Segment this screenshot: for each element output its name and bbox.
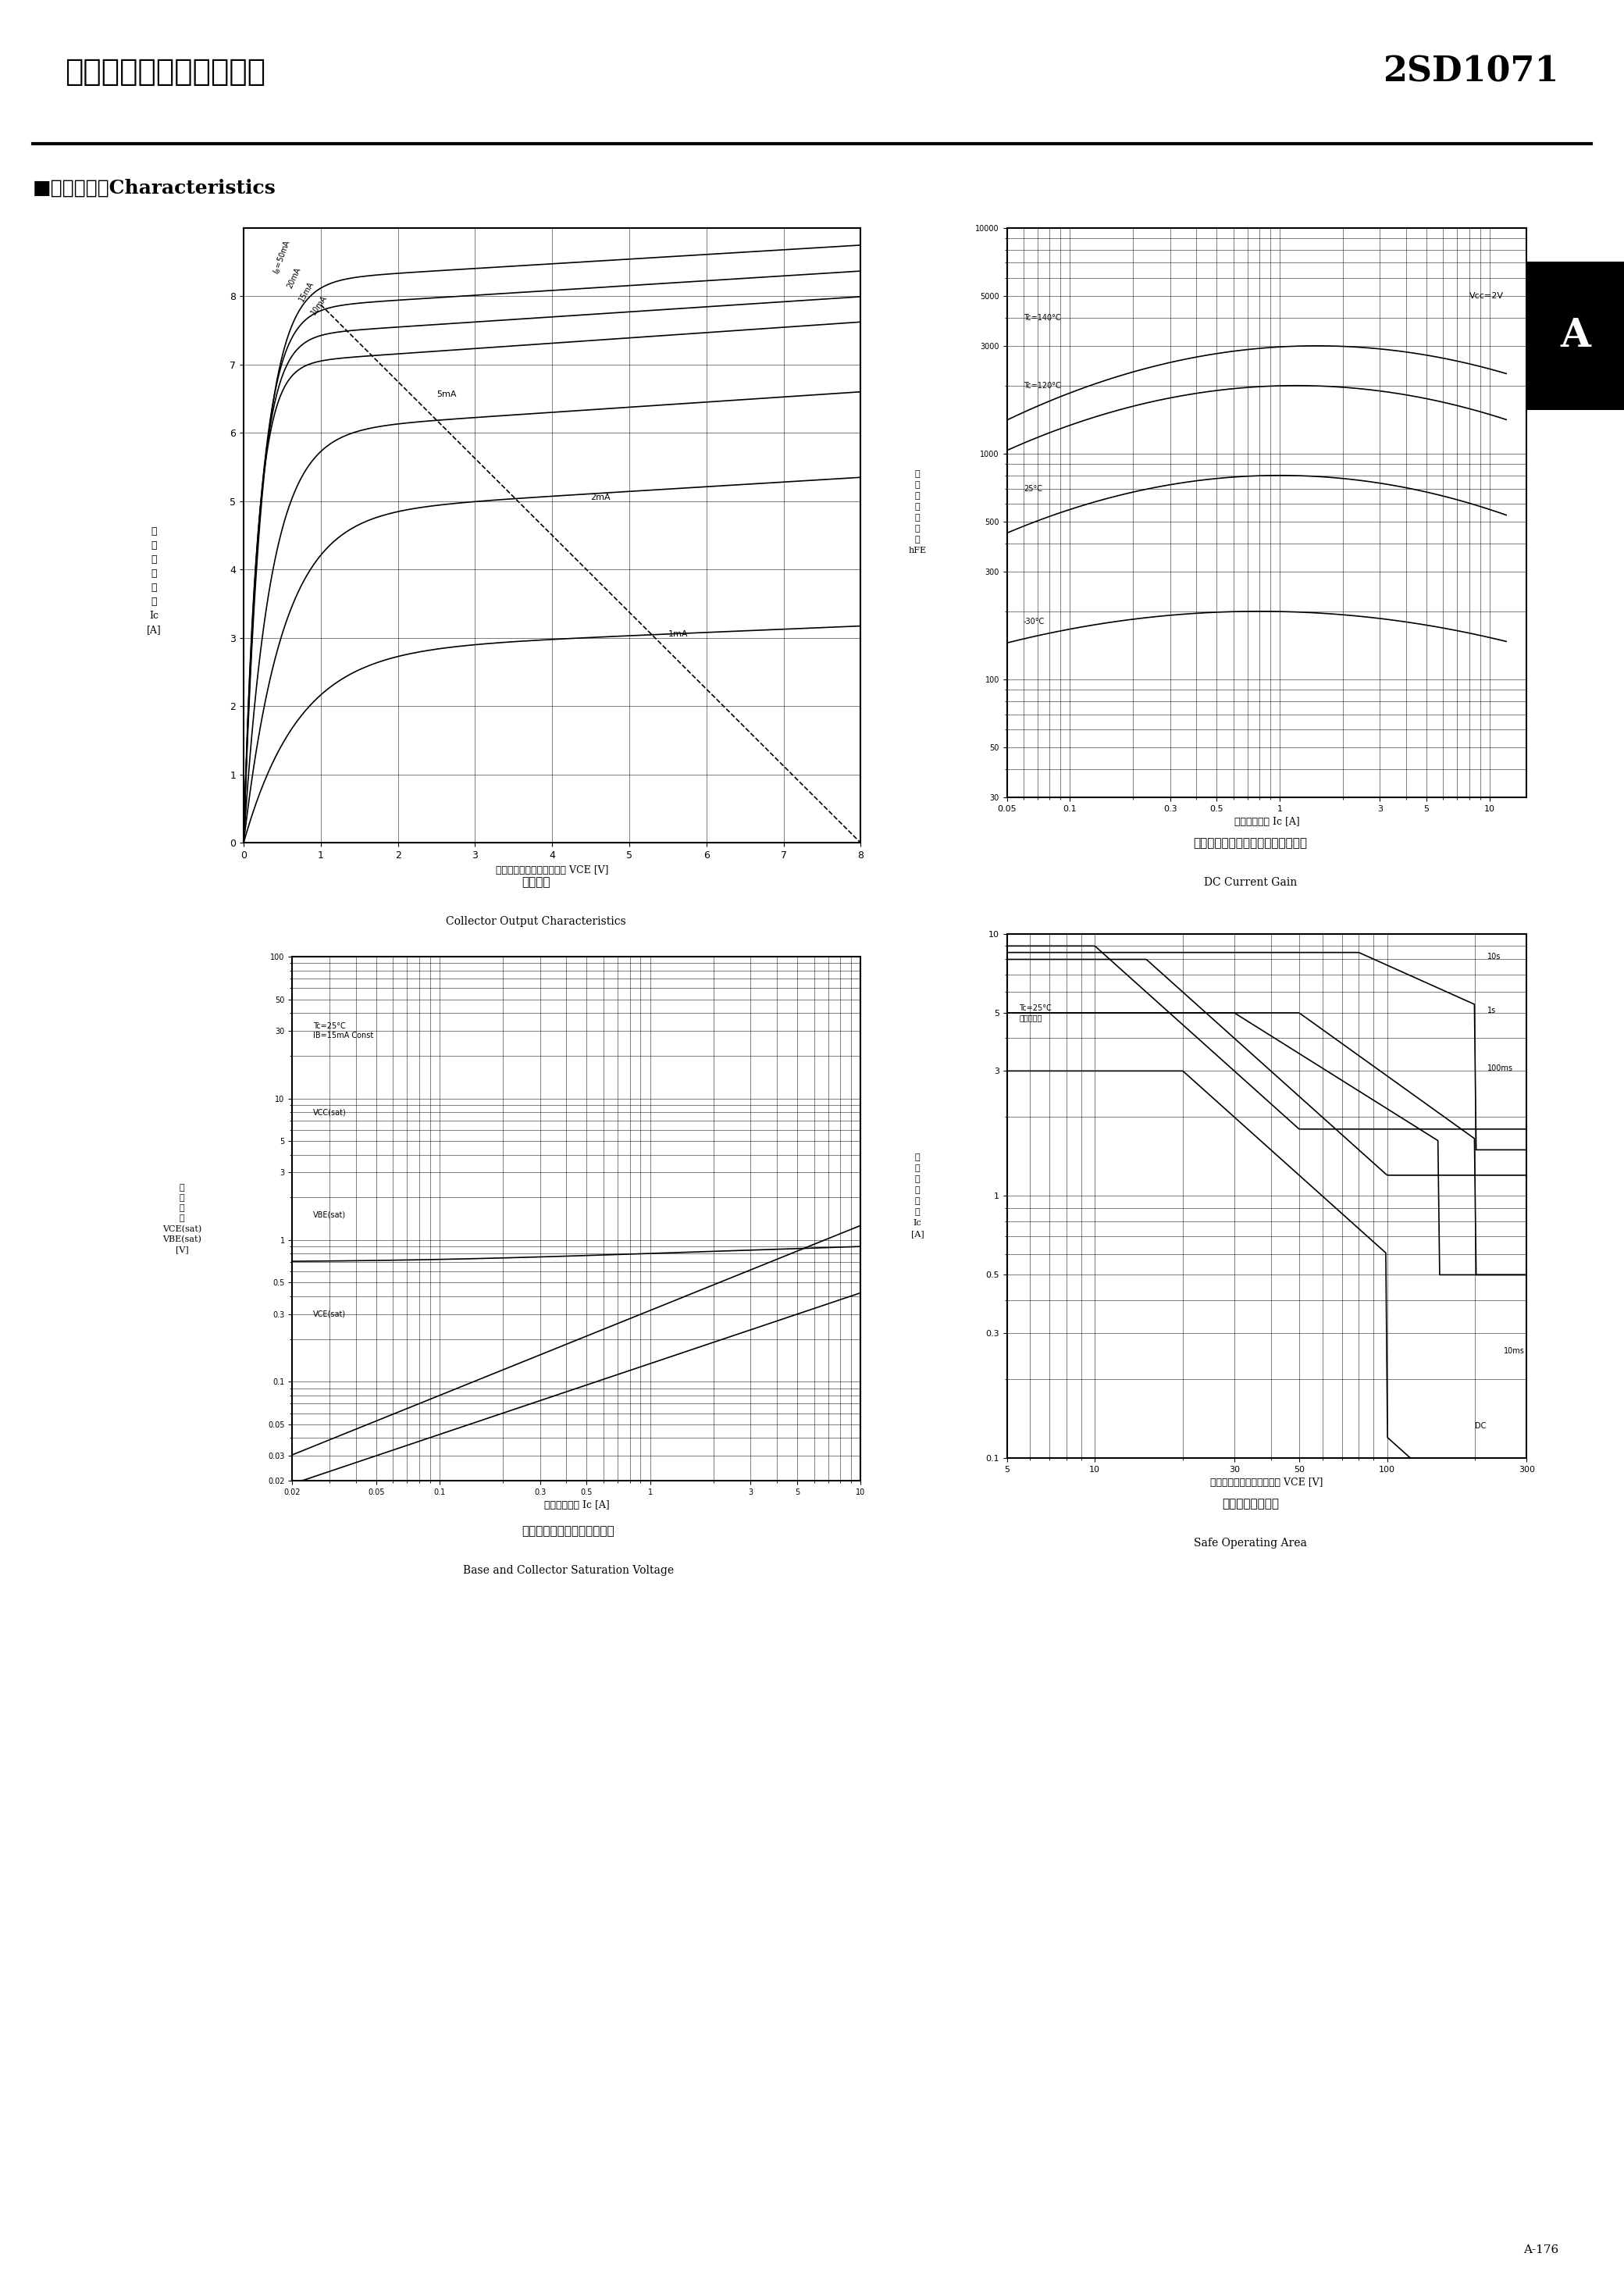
Text: VBE(sat): VBE(sat)	[313, 1212, 346, 1219]
Text: 1mA: 1mA	[667, 631, 689, 638]
Text: 2SD1071: 2SD1071	[1384, 55, 1559, 89]
Text: VCE(sat): VCE(sat)	[313, 1310, 346, 1319]
Text: Tc=25°C
IB=15mA Const: Tc=25°C IB=15mA Const	[313, 1023, 374, 1039]
Text: 15mA: 15mA	[297, 280, 315, 303]
Text: 1s: 1s	[1488, 1007, 1496, 1014]
Text: 安全動作領域特性: 安全動作領域特性	[1221, 1499, 1280, 1510]
Text: Vcc=2V: Vcc=2V	[1470, 292, 1504, 301]
Text: DC: DC	[1475, 1421, 1486, 1431]
Text: 10mA: 10mA	[309, 294, 328, 317]
Text: 飽
和
電
圧
VCE(sat)
VBE(sat)
[V]: 飽 和 電 圧 VCE(sat) VBE(sat) [V]	[162, 1185, 201, 1253]
X-axis label: コレクタ・エミッタ間電圧 VCE [V]: コレクタ・エミッタ間電圧 VCE [V]	[495, 866, 609, 875]
Text: 出力特性: 出力特性	[521, 877, 551, 888]
X-axis label: コレクタ電流 Ic [A]: コレクタ電流 Ic [A]	[544, 1501, 609, 1510]
Text: 25°C: 25°C	[1023, 485, 1043, 492]
Text: コ
レ
ク
タ
電
流
Ic
[A]: コ レ ク タ 電 流 Ic [A]	[146, 526, 162, 636]
Text: Tc=25°C
単一パルス: Tc=25°C 単一パルス	[1018, 1005, 1052, 1021]
Text: Tc=120°C: Tc=120°C	[1023, 383, 1060, 390]
Text: A: A	[1561, 317, 1590, 355]
Text: -30°C: -30°C	[1023, 617, 1044, 626]
Text: $I_B$=50mA: $I_B$=50mA	[271, 237, 294, 276]
Text: 直
流
電
流
増
幅
率
hFE: 直 流 電 流 増 幅 率 hFE	[908, 469, 927, 556]
X-axis label: コレクタ・エミッタ間電圧 VCE [V]: コレクタ・エミッタ間電圧 VCE [V]	[1210, 1478, 1324, 1488]
Text: 20mA: 20mA	[286, 267, 302, 289]
Text: 10s: 10s	[1488, 952, 1501, 961]
Text: 飽和電圧－コレクタ電流特性: 飽和電圧－コレクタ電流特性	[521, 1526, 615, 1538]
Text: Base and Collector Saturation Voltage: Base and Collector Saturation Voltage	[463, 1565, 674, 1576]
Text: A-176: A-176	[1523, 2244, 1559, 2255]
Text: Tc=140°C: Tc=140°C	[1023, 314, 1060, 321]
X-axis label: コレクタ電流 Ic [A]: コレクタ電流 Ic [A]	[1234, 818, 1299, 827]
Text: 100ms: 100ms	[1488, 1064, 1514, 1073]
Text: コ
レ
ク
タ
電
流
Ic
[A]: コ レ ク タ 電 流 Ic [A]	[911, 1153, 924, 1239]
Text: 富士パワートランジスタ: 富士パワートランジスタ	[65, 57, 266, 87]
Text: DC Current Gain: DC Current Gain	[1203, 877, 1298, 888]
Text: 5mA: 5mA	[437, 392, 456, 399]
Text: ■特性曲線：Characteristics: ■特性曲線：Characteristics	[32, 178, 276, 198]
Text: 2mA: 2mA	[591, 494, 611, 501]
Text: 直流電流増幅率－コレクタ電流特性: 直流電流増幅率－コレクタ電流特性	[1194, 838, 1307, 850]
Text: Safe Operating Area: Safe Operating Area	[1194, 1538, 1307, 1549]
Text: VCC(sat): VCC(sat)	[313, 1107, 346, 1116]
Text: 10ms: 10ms	[1504, 1346, 1525, 1355]
Text: Collector Output Characteristics: Collector Output Characteristics	[447, 916, 625, 927]
